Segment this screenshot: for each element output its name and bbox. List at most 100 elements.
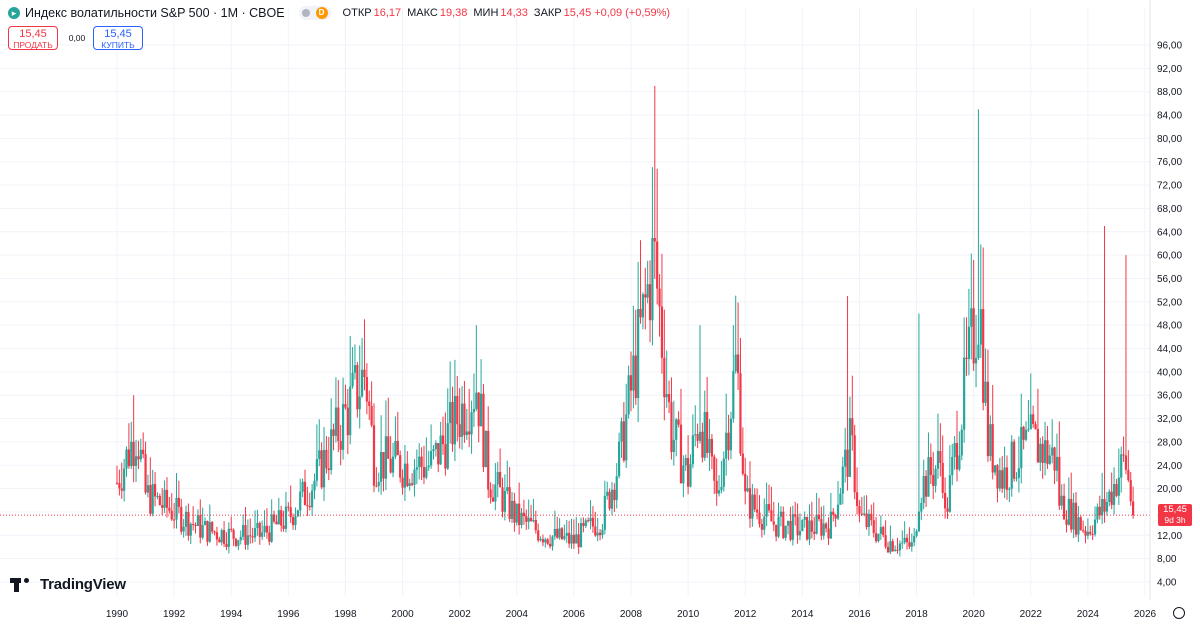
candle-body [361, 369, 364, 397]
candle-body [515, 503, 518, 523]
candle-body [1060, 495, 1063, 506]
candle-body [234, 538, 238, 546]
candle-body [230, 528, 233, 530]
candle-body [703, 411, 706, 458]
eye-icon[interactable] [301, 9, 310, 17]
x-tick-label: 2016 [848, 609, 871, 620]
candle-body [805, 516, 809, 540]
sell-button[interactable]: 15,45 ПРОДАТЬ [8, 26, 58, 50]
candle-body [615, 476, 618, 501]
candle-body [875, 533, 878, 542]
candle-body [560, 528, 564, 540]
buy-button[interactable]: 15,45 КУПИТЬ [93, 26, 143, 50]
candle-body [1103, 499, 1106, 512]
candle-body [955, 443, 959, 470]
ohlc-low-label: МИН [473, 7, 499, 19]
candle-body [629, 375, 633, 391]
candle-body [161, 505, 164, 508]
candle-body [1093, 519, 1097, 535]
candle-body [1120, 454, 1123, 478]
candle-body [803, 516, 806, 520]
candle-body [853, 435, 856, 493]
candle-body [199, 515, 202, 538]
time-axis[interactable]: 1990 1992 1994 1996 1998 2000 2002 2004 2006 2008… [106, 609, 1157, 620]
candle-body [308, 505, 311, 508]
candle-body [556, 528, 559, 538]
candle-body [546, 539, 549, 544]
candle-body [158, 496, 161, 506]
candle-body [717, 490, 721, 494]
price-axis[interactable]: 4,008,0012,0016,0020,0024,0028,0032,0036… [1149, 0, 1182, 600]
candle-body [196, 515, 200, 526]
candle-body [1129, 480, 1132, 502]
candle-body [211, 522, 214, 532]
candle-body [663, 357, 666, 398]
visibility-pill[interactable]: D [298, 6, 331, 20]
symbol-title[interactable]: Индекс волатильности S&P 500 · 1М · CBOE [25, 6, 285, 20]
candle-body [753, 494, 756, 510]
candle-body [534, 520, 537, 531]
candle-body [620, 421, 623, 442]
candle-body [608, 491, 611, 509]
x-tick-label: 2008 [620, 609, 643, 620]
candle-body [289, 507, 292, 518]
candle-body [506, 487, 509, 492]
candle-body [825, 523, 828, 529]
candle-body [268, 532, 271, 542]
candle-body [327, 468, 330, 471]
candle-body [932, 474, 935, 486]
candle-body [798, 530, 802, 536]
settings-icon[interactable] [1173, 607, 1185, 619]
candle-body [603, 495, 606, 530]
candle-body [399, 455, 402, 478]
y-tick-label: 84,00 [1157, 111, 1182, 122]
candle-body [789, 520, 792, 540]
candle-body [696, 434, 699, 441]
candle-body [648, 284, 652, 321]
candle-body [444, 444, 447, 469]
candle-body [175, 497, 178, 520]
candle-body [820, 519, 823, 536]
candle-body [532, 520, 535, 522]
candle-body [924, 475, 928, 497]
ohlc-close-label: ЗАКР [533, 7, 562, 19]
candle-body [313, 480, 316, 491]
candle-body [706, 411, 709, 453]
candle-body [998, 470, 1001, 489]
candle-body [1098, 506, 1101, 516]
candle-body [410, 483, 414, 485]
candle-body [751, 494, 754, 519]
tradingview-logo[interactable]: TradingView [10, 576, 126, 593]
candle-body [1112, 484, 1116, 505]
candle-body [1043, 440, 1047, 463]
buy-label: КУПИТЬ [101, 40, 135, 50]
candle-body [396, 440, 399, 456]
candle-body [548, 543, 552, 547]
candle-body [1086, 531, 1089, 536]
candle-body [877, 533, 880, 542]
candle-body [311, 490, 314, 508]
candle-body [679, 424, 683, 484]
candle-body [173, 519, 176, 521]
y-tick-label: 20,00 [1157, 484, 1182, 495]
candle-body [920, 502, 923, 512]
candle-body [867, 513, 871, 528]
y-tick-label: 60,00 [1157, 251, 1182, 262]
candle-body [125, 449, 128, 469]
candle-body [446, 423, 449, 469]
candle-body [439, 435, 442, 465]
candle-body [746, 488, 749, 492]
candle-body [832, 511, 835, 516]
y-tick-label: 40,00 [1157, 367, 1182, 378]
y-tick-label: 32,00 [1157, 414, 1182, 425]
candle-body [715, 480, 718, 494]
candle-body [275, 521, 278, 525]
candle-body [501, 487, 504, 512]
candle-body [491, 497, 495, 502]
candle-body [756, 509, 759, 513]
candle-body [208, 522, 211, 542]
data-status-icon[interactable]: D [315, 7, 328, 19]
tradingview-logo-icon [10, 577, 36, 592]
candle-body [870, 513, 873, 521]
